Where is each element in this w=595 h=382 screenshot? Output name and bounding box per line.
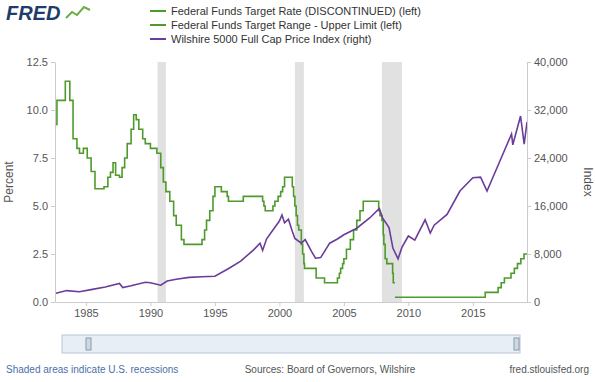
tick: 0 bbox=[527, 296, 540, 308]
tick-label: 1985 bbox=[74, 307, 98, 319]
note: Shaded areas indicate U.S. recessions bbox=[6, 364, 178, 375]
chart: 1985 1990 1995 2000 2005 2010 2015 0.0 2.5 5.0 7.5… bbox=[0, 0, 595, 382]
tick-label: 1990 bbox=[139, 307, 163, 319]
navigator-handle bbox=[86, 338, 91, 350]
tick-mark bbox=[51, 206, 55, 207]
series-line bbox=[55, 116, 527, 294]
tick-label: 8,000 bbox=[534, 248, 562, 260]
tick-mark bbox=[51, 158, 55, 159]
legend-swatch bbox=[150, 38, 166, 40]
axis-line bbox=[527, 63, 528, 303]
tick: 1995 bbox=[203, 302, 227, 319]
tick-mark bbox=[408, 302, 409, 306]
tick-label: 32,000 bbox=[534, 104, 568, 116]
recession-band bbox=[295, 62, 304, 302]
legend-label: Federal Funds Target Rate (DISCONTINUED)… bbox=[171, 5, 421, 17]
tick-mark bbox=[51, 62, 55, 63]
x-axis: 1985 1990 1995 2000 2005 2010 2015 bbox=[56, 302, 528, 319]
tick-mark bbox=[527, 302, 531, 303]
tick: 24,000 bbox=[527, 152, 568, 164]
tick: 32,000 bbox=[527, 104, 568, 116]
tick-mark bbox=[51, 302, 55, 303]
series-line bbox=[395, 254, 527, 297]
tick-label: 7.5 bbox=[33, 152, 48, 164]
tick-mark bbox=[344, 302, 345, 306]
tick-mark bbox=[279, 302, 280, 306]
logo-text: FRED bbox=[6, 2, 60, 24]
tick-label: 12.5 bbox=[27, 56, 48, 68]
tick: 2.5 bbox=[33, 248, 55, 260]
tick: 2005 bbox=[332, 302, 356, 319]
logo-icon bbox=[66, 7, 90, 18]
tick-label: 24,000 bbox=[534, 152, 568, 164]
tick-mark bbox=[51, 254, 55, 255]
url: fred.stlouisfed.org bbox=[510, 364, 590, 375]
tick-mark bbox=[527, 254, 531, 255]
legend-label: Wilshire 5000 Full Cap Price Index (righ… bbox=[171, 33, 372, 45]
series-line bbox=[55, 81, 395, 283]
navigator-handle bbox=[514, 338, 519, 350]
y-axis: 0.0 2.5 5.0 7.5 10.0 12.5 bbox=[27, 56, 56, 308]
axis-line bbox=[56, 302, 528, 303]
tick: 10.0 bbox=[27, 104, 55, 116]
y-axis-title: Percent bbox=[2, 161, 16, 203]
tick: 2015 bbox=[461, 302, 485, 319]
tick-label: 0 bbox=[534, 296, 540, 308]
tick-label: 2005 bbox=[332, 307, 356, 319]
tick-label: 2000 bbox=[268, 307, 292, 319]
tick-mark bbox=[86, 302, 87, 306]
tick-mark bbox=[51, 110, 55, 111]
legend-swatch bbox=[150, 24, 166, 26]
plot-area bbox=[55, 62, 527, 302]
tick-mark bbox=[527, 158, 531, 159]
tick-label: 40,000 bbox=[534, 56, 568, 68]
tick: 0.0 bbox=[33, 296, 55, 308]
axis-line bbox=[55, 63, 56, 303]
tick: 2000 bbox=[268, 302, 292, 319]
tick-mark bbox=[473, 302, 474, 306]
tick-label: 0.0 bbox=[33, 296, 48, 308]
navigator bbox=[62, 335, 520, 353]
tick: 2010 bbox=[397, 302, 421, 319]
tick-label: 1995 bbox=[203, 307, 227, 319]
tick: 8,000 bbox=[527, 248, 562, 260]
tick-label: 10.0 bbox=[27, 104, 48, 116]
y2-axis: 0 8,000 16,000 24,000 32,000 40,000 bbox=[527, 56, 568, 308]
legend-swatch bbox=[150, 10, 166, 12]
source: Sources: Board of Governors, Wilshire bbox=[245, 364, 416, 375]
tick: 40,000 bbox=[527, 56, 568, 68]
tick-mark bbox=[215, 302, 216, 306]
tick-mark bbox=[527, 206, 531, 207]
tick: 5.0 bbox=[33, 200, 55, 212]
logo: FRED bbox=[6, 2, 90, 24]
y2-axis-title: Index bbox=[581, 167, 595, 196]
tick: 1985 bbox=[74, 302, 98, 319]
tick: 16,000 bbox=[527, 200, 568, 212]
legend-label: Federal Funds Target Range - Upper Limit… bbox=[171, 19, 402, 31]
tick-mark bbox=[527, 110, 531, 111]
tick-label: 16,000 bbox=[534, 200, 568, 212]
tick: 1990 bbox=[139, 302, 163, 319]
tick: 7.5 bbox=[33, 152, 55, 164]
tick-label: 2010 bbox=[397, 307, 421, 319]
tick-label: 2.5 bbox=[33, 248, 48, 260]
tick-label: 2015 bbox=[461, 307, 485, 319]
navigator-track bbox=[62, 335, 520, 353]
tick-label: 5.0 bbox=[33, 200, 48, 212]
tick: 12.5 bbox=[27, 56, 55, 68]
tick-mark bbox=[527, 62, 531, 63]
legend: Federal Funds Target Rate (DISCONTINUED)… bbox=[150, 5, 421, 45]
tick-mark bbox=[150, 302, 151, 306]
